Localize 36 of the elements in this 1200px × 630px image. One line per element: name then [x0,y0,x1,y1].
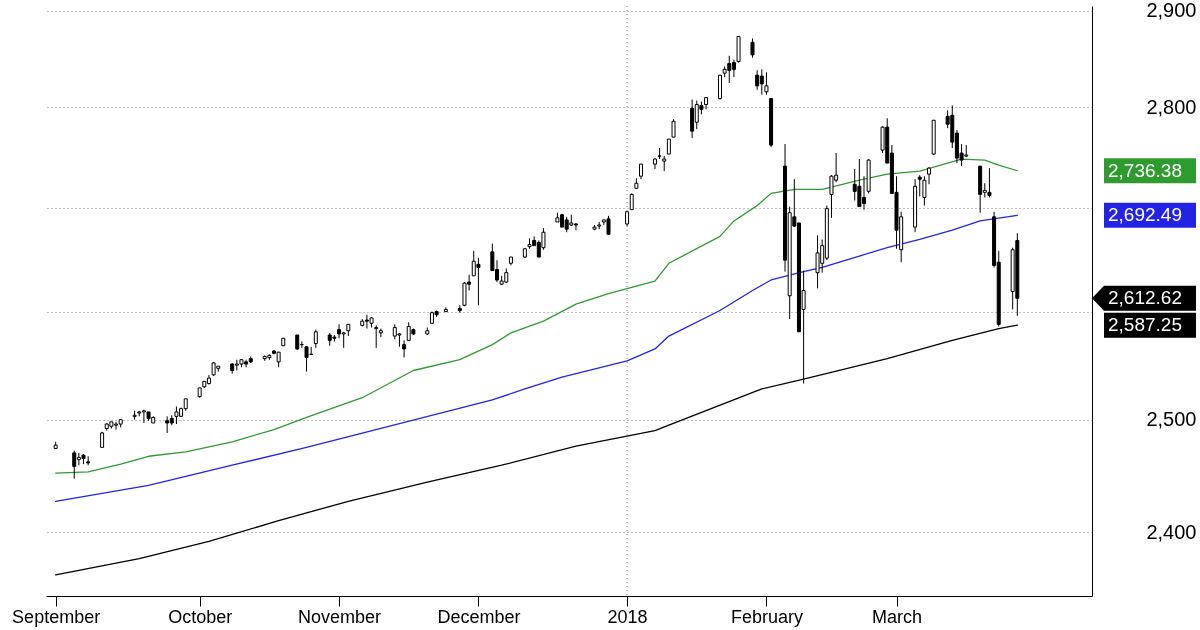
x-tick-label: October [168,606,233,627]
candlestick [922,175,927,207]
candlestick [755,69,760,91]
candlestick [815,234,820,289]
candlestick [313,329,318,349]
candlestick [573,222,578,231]
candlestick [987,167,992,198]
x-tick-label: 2018 [607,606,648,627]
text: 2,736.38 [1108,159,1182,181]
y-tick-label: 2,500 [1146,408,1197,431]
candlestick [690,99,695,139]
candlestick [443,306,448,313]
text: 2,692.49 [1108,204,1182,226]
text: 2,587.25 [1108,314,1182,336]
x-tick-label: December [437,606,521,627]
candlestick [165,415,170,434]
x-tick-label: November [298,606,382,627]
y-tick-label: 2,400 [1146,520,1197,543]
y-tick-label: 2,800 [1146,95,1197,118]
y-tick-label: 2,900 [1146,0,1197,22]
candlestick [750,37,755,59]
candlestick [606,215,611,235]
line-series [55,214,1018,502]
candlestick [759,68,764,96]
candlestick [717,74,722,101]
candlestick [857,158,862,208]
candlestick [476,257,481,306]
candlestick [764,71,769,96]
candlestick [72,450,77,480]
candlestick [402,339,407,359]
candlestick [374,324,379,349]
text: 2,612.62 [1108,287,1182,309]
x-tick-label: February [730,606,803,627]
candlestick [917,174,922,197]
x-tick-label: September [12,606,101,627]
x-tick-label: March [872,606,923,627]
